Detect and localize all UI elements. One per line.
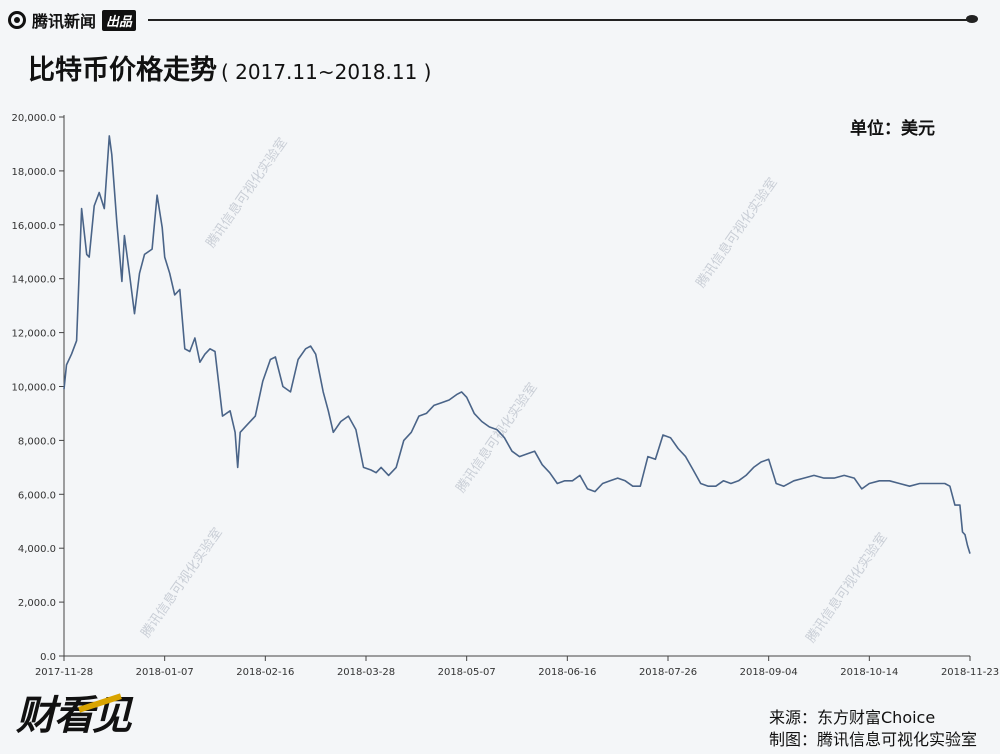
tencent-news-logo-icon [8, 11, 26, 29]
logo-text: 财看见 [16, 692, 132, 739]
x-tick-label: 2018-09-04 [740, 667, 798, 678]
y-tick-label: 2,000.0 [18, 598, 56, 609]
x-tick-label: 2018-11-23 [941, 667, 999, 678]
y-tick-label: 8,000.0 [18, 436, 56, 447]
credit-text: 制图：腾讯信息可视化实验室 [769, 730, 978, 749]
watermark-text: 腾讯信息可视化实验室 [138, 525, 226, 641]
x-tick-label: 2018-10-14 [840, 667, 898, 678]
brand-tag: 出品 [102, 9, 137, 31]
chart-title-main: 比特币价格走势 [28, 55, 217, 86]
x-tick-label: 2018-06-16 [538, 667, 596, 678]
x-tick-label: 2018-07-26 [639, 667, 697, 678]
brand-name: 腾讯新闻 [32, 12, 97, 31]
source-text: 来源：东方财富Choice [769, 708, 936, 727]
brand: 腾讯新闻 出品 [8, 6, 137, 34]
y-tick-label: 10,000.0 [11, 383, 56, 394]
x-tick-label: 2018-02-16 [236, 667, 294, 678]
header-dot [966, 15, 978, 23]
price-series-line [63, 135, 971, 554]
y-tick-label: 20,000.0 [11, 113, 56, 124]
source-block: 来源：东方财富Choice 制图：腾讯信息可视化实验室 [769, 707, 977, 751]
chart-title-sub: ( 2017.11~2018.11 ) [221, 60, 432, 84]
y-tick-label: 0.0 [40, 652, 56, 663]
header-bar: 腾讯新闻 出品 [8, 6, 992, 34]
x-tick-label: 2018-03-28 [337, 667, 395, 678]
watermark-text: 腾讯信息可视化实验室 [803, 530, 891, 646]
y-tick-label: 12,000.0 [11, 329, 56, 340]
x-tick-label: 2017-11-28 [35, 667, 93, 678]
x-tick-label: 2018-01-07 [136, 667, 194, 678]
watermark-text: 腾讯信息可视化实验室 [693, 175, 781, 291]
chart-title: 比特币价格走势 ( 2017.11~2018.11 ) [28, 48, 432, 87]
y-tick-label: 18,000.0 [11, 167, 56, 178]
y-tick-label: 16,000.0 [11, 221, 56, 232]
x-tick-label: 2018-05-07 [438, 667, 496, 678]
y-tick-label: 14,000.0 [11, 275, 56, 286]
watermark-text: 腾讯信息可视化实验室 [203, 135, 291, 251]
y-tick-label: 4,000.0 [18, 544, 56, 555]
unit-label: 单位：美元 [850, 119, 935, 139]
caikanjian-logo: 财看见 [16, 686, 146, 746]
header-divider [148, 19, 968, 21]
y-tick-label: 6,000.0 [18, 490, 56, 501]
